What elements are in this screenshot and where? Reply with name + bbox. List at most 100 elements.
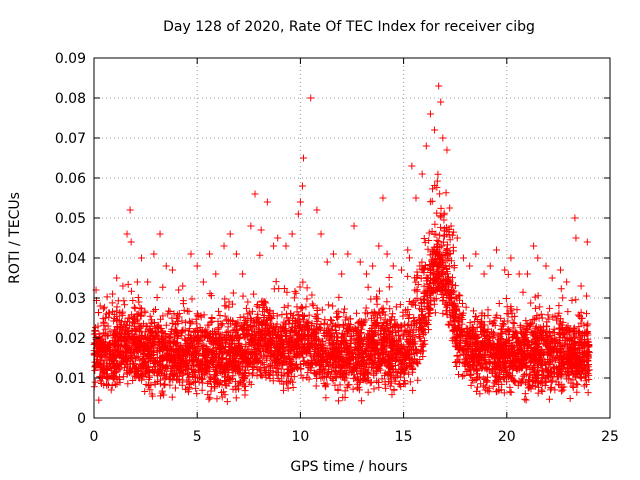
data-point [579,366,587,374]
data-point [446,294,454,302]
data-point [221,302,229,310]
data-point [262,354,270,362]
data-point [496,373,504,381]
data-point [137,311,145,319]
data-point [232,326,240,334]
data-point [482,359,490,367]
data-point [377,361,385,369]
data-point [506,383,514,391]
data-point [232,363,240,371]
data-point [346,339,354,347]
data-point [116,333,124,341]
data-point [282,328,290,336]
data-point [262,321,270,329]
data-point [315,335,323,343]
data-point [569,383,577,391]
data-point [127,287,135,295]
data-point [193,390,201,398]
data-point [385,273,393,281]
data-point [262,373,270,381]
data-point [223,398,231,406]
data-point [555,331,563,339]
data-point [563,375,571,383]
data-point [327,373,335,381]
data-point [550,364,558,372]
data-point [182,357,190,365]
data-point [378,321,386,329]
data-point [344,329,352,337]
data-point [104,322,112,330]
data-point [94,309,102,317]
data-point [103,341,111,349]
data-point [191,373,199,381]
data-point [371,321,379,329]
data-point [132,326,140,334]
data-point [382,384,390,392]
data-point [273,312,281,320]
data-point [515,365,523,373]
data-point [401,326,409,334]
data-point [261,369,269,377]
data-point [280,369,288,377]
data-point [407,300,415,308]
data-point [237,355,245,363]
data-point [279,343,287,351]
data-point [459,336,467,344]
data-point [320,379,328,387]
data-point [479,355,487,363]
data-point [489,382,497,390]
data-point [507,361,515,369]
data-point [242,327,250,335]
data-point [450,327,458,335]
data-point [530,358,538,366]
data-point [487,346,495,354]
data-point [574,356,582,364]
data-point [471,328,479,336]
chart-title: Day 128 of 2020, Rate Of TEC Index for r… [163,19,535,35]
data-point [91,327,99,335]
data-point [449,247,457,255]
data-point [426,261,434,269]
data-point [453,362,461,370]
data-point [484,325,492,333]
data-point [355,386,363,394]
data-point [168,393,176,401]
data-point [413,268,421,276]
data-point [274,352,282,360]
data-point [406,378,414,386]
data-point [273,341,281,349]
data-point [222,342,230,350]
data-point [555,358,563,366]
data-point [150,348,158,356]
data-point [208,383,216,391]
data-point [430,259,438,267]
data-point [456,351,464,359]
data-point [260,363,268,371]
data-point [268,348,276,356]
data-point [154,324,162,332]
data-point [342,369,350,377]
data-point [364,388,372,396]
data-point [564,308,572,316]
data-point [485,384,493,392]
data-point [329,330,337,338]
data-point [424,321,432,329]
data-point [584,320,592,328]
data-point [391,377,399,385]
data-point [535,367,543,375]
data-point [529,374,537,382]
data-point [405,314,413,322]
data-point [298,304,306,312]
data-point [166,348,174,356]
data-point [509,319,517,327]
data-point [187,379,195,387]
data-point [424,245,432,253]
data-point [471,312,479,320]
data-point [338,372,346,380]
data-point [375,383,383,391]
data-point [205,333,213,341]
data-point [490,362,498,370]
data-point [185,307,193,315]
data-point [153,322,161,330]
data-point [417,296,425,304]
